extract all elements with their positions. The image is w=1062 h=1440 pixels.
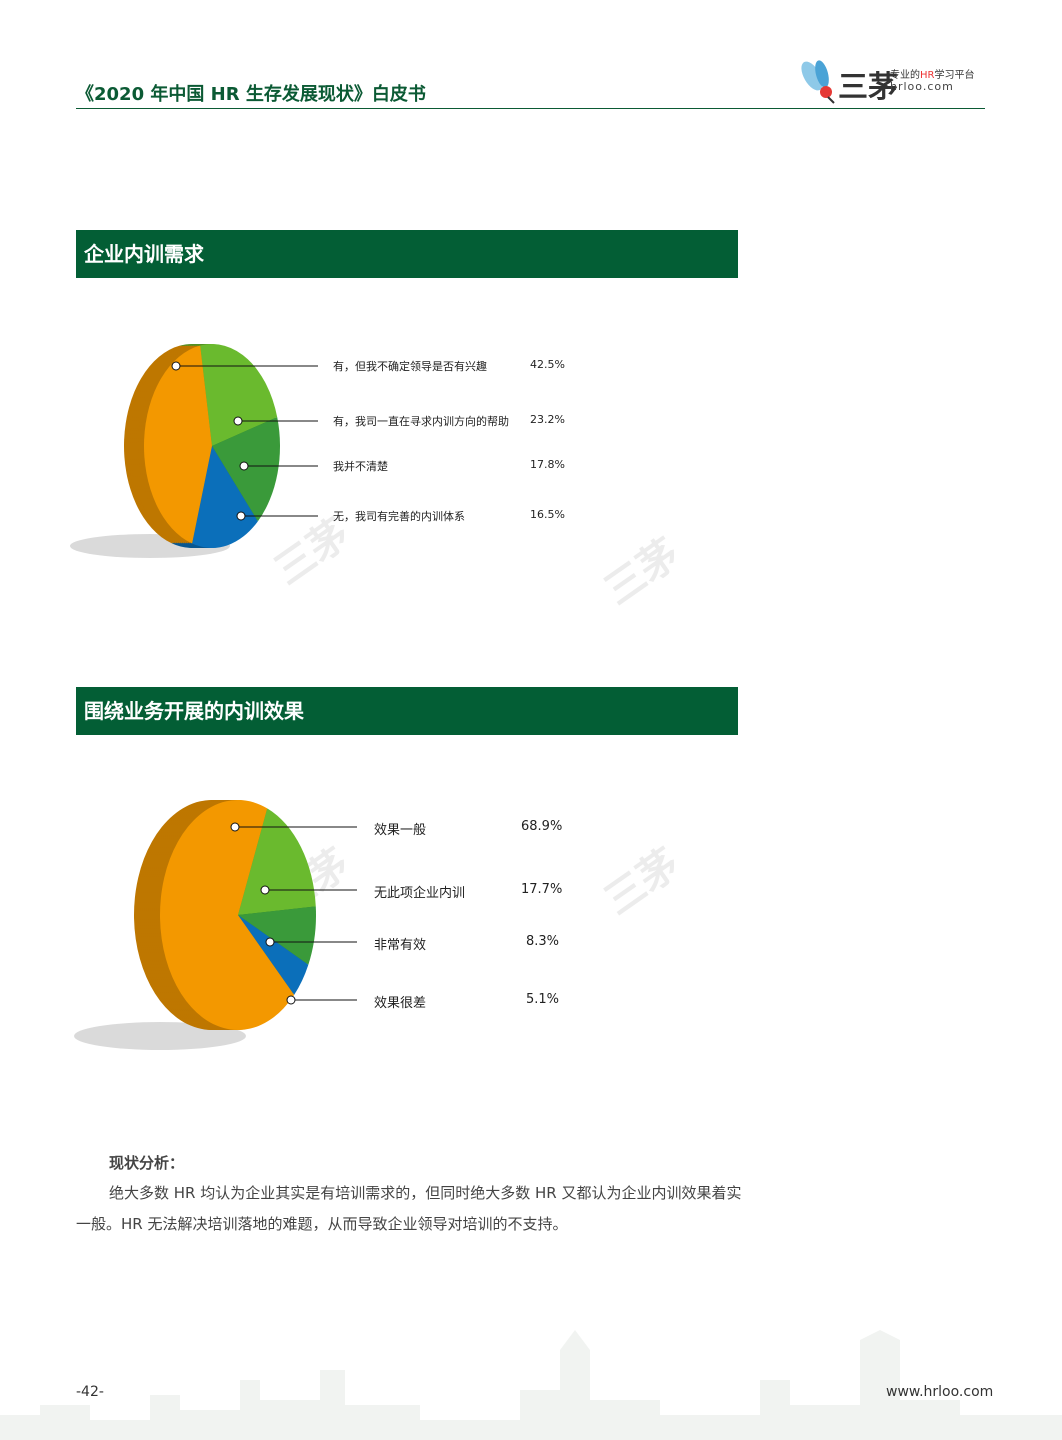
logo: 三茅 专业的HR学习平台 hrloo.com (798, 58, 988, 105)
skyline-decoration (0, 1330, 1062, 1440)
legend-label: 非常有效 (374, 938, 427, 953)
logo-tagline: 专业的HR学习平台 (890, 70, 975, 81)
leader-dot (230, 822, 240, 832)
data-label: 17.8% (530, 458, 565, 471)
pie-slice-4 (192, 446, 258, 548)
data-label: 68.9% (521, 819, 563, 834)
footer-url: www.hrloo.com (886, 1384, 994, 1400)
legend-label: 有，我司一直在寻求内训方向的帮助 (333, 415, 509, 428)
data-label: 5.1% (526, 992, 560, 1007)
analysis-paragraph: 绝大多数 HR 均认为企业其实是有培训需求的，但同时绝大多数 HR 又都认为企业… (76, 1184, 742, 1233)
legend-label: 无此项企业内训 (374, 886, 466, 901)
header-divider (76, 108, 985, 109)
leader-dot (171, 361, 181, 371)
leader-dot (239, 461, 249, 471)
leader-dot (265, 937, 275, 947)
legend-label: 效果很差 (374, 996, 427, 1011)
data-label: 23.2% (530, 413, 565, 426)
pie-slice-1 (144, 345, 212, 544)
legend-label: 无，我司有完善的内训体系 (333, 510, 465, 523)
legend-label: 有，但我不确定领导是否有兴趣 (333, 360, 487, 373)
pie-slice-4 (238, 915, 309, 995)
pie-slice-2 (238, 808, 316, 915)
pie-slice-3 (238, 906, 316, 965)
leader-dot (236, 511, 246, 521)
legend-label: 我并不清楚 (333, 460, 388, 473)
leader-dot (260, 885, 270, 895)
document-title: 《2020 年中国 HR 生存发展现状》白皮书 (76, 84, 426, 105)
data-label: 16.5% (530, 508, 565, 521)
logo-name: 三茅 (838, 70, 898, 105)
data-label: 8.3% (526, 934, 560, 949)
data-label: 17.7% (521, 882, 563, 897)
section-header-training-demand: 企业内训需求 (76, 230, 738, 278)
section-header-training-effect: 围绕业务开展的内训效果 (76, 687, 738, 735)
dragonfly-logo-icon (801, 60, 835, 104)
logo-url: hrloo.com (890, 80, 954, 93)
analysis-heading: 现状分析： (109, 1154, 185, 1172)
leader-dot (233, 416, 243, 426)
leader-dot (286, 995, 296, 1005)
pie-slice-1 (160, 800, 295, 1030)
legend-label: 效果一般 (374, 823, 427, 838)
data-label: 42.5% (530, 358, 565, 371)
page-number: -42- (76, 1384, 104, 1400)
